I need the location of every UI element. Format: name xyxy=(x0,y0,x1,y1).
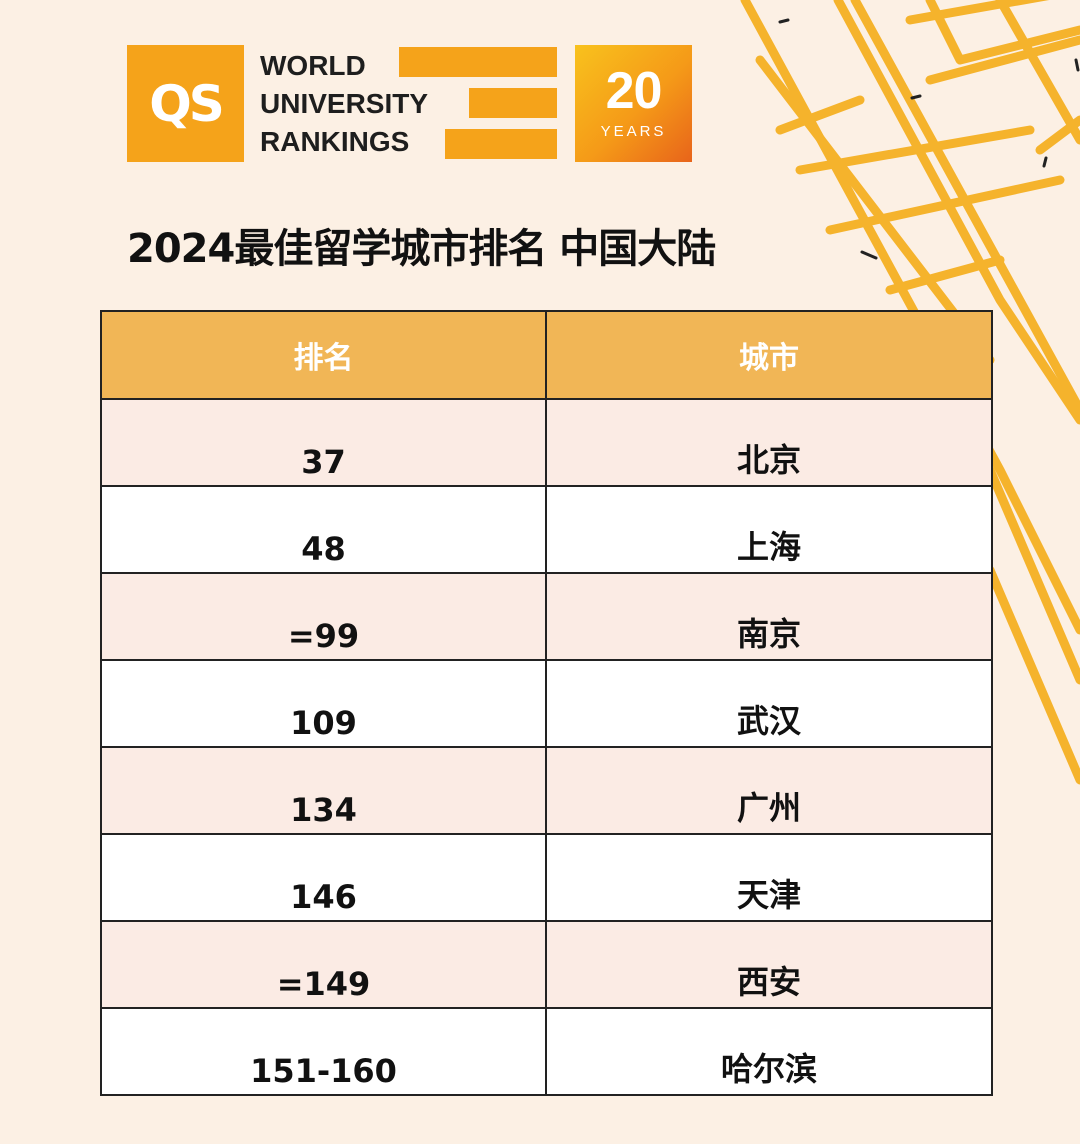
page-title: 2024最佳留学城市排名 中国大陆 xyxy=(127,226,716,272)
city-cell: 上海 xyxy=(545,485,993,574)
city-cell: 南京 xyxy=(545,572,993,661)
wordmark-line-1: WORLD xyxy=(260,50,366,81)
city-cell: 西安 xyxy=(545,920,993,1009)
rank-cell: =149 xyxy=(100,920,547,1009)
table-row: 48 上海 xyxy=(100,485,993,574)
rank-cell: 37 xyxy=(100,398,547,487)
rank-cell: =99 xyxy=(100,572,547,661)
table-row: =99 南京 xyxy=(100,572,993,661)
rankings-table: 排名 城市 37 北京 48 上海 =99 南京 109 武汉 134 广州 1… xyxy=(100,310,993,1096)
table-row: 134 广州 xyxy=(100,746,993,835)
table-header-row: 排名 城市 xyxy=(100,310,993,400)
rank-cell: 146 xyxy=(100,833,547,922)
header-rank: 排名 xyxy=(100,310,547,400)
wordmark-line-2: UNIVERSITY xyxy=(260,88,429,119)
logo-bar-2 xyxy=(469,88,557,118)
wur-wordmark: WORLD UNIVERSITY RANKINGS xyxy=(260,47,460,161)
city-cell: 北京 xyxy=(545,398,993,487)
logo-bar-3 xyxy=(445,129,557,159)
logo-bar-1 xyxy=(399,47,557,77)
qs-logo-mark: QS xyxy=(127,45,244,162)
table-row: =149 西安 xyxy=(100,920,993,1009)
rank-cell: 109 xyxy=(100,659,547,748)
city-cell: 广州 xyxy=(545,746,993,835)
table-row: 109 武汉 xyxy=(100,659,993,748)
table-row: 146 天津 xyxy=(100,833,993,922)
city-cell: 天津 xyxy=(545,833,993,922)
rank-cell: 48 xyxy=(100,485,547,574)
table-row: 151-160 哈尔滨 xyxy=(100,1007,993,1096)
anniversary-badge: 20 YEARS xyxy=(575,45,692,162)
qs-rankings-logo: QS WORLD UNIVERSITY RANKINGS 20 YEARS xyxy=(127,45,692,162)
wordmark-line-3: RANKINGS xyxy=(260,126,410,157)
city-cell: 武汉 xyxy=(545,659,993,748)
rank-cell: 134 xyxy=(100,746,547,835)
city-cell: 哈尔滨 xyxy=(545,1007,993,1096)
anniversary-number: 20 xyxy=(605,62,663,120)
anniversary-label: YEARS xyxy=(600,123,667,140)
table-row: 37 北京 xyxy=(100,398,993,487)
header-city: 城市 xyxy=(545,310,993,400)
rank-cell: 151-160 xyxy=(100,1007,547,1096)
qs-logo-text: QS xyxy=(149,74,224,133)
